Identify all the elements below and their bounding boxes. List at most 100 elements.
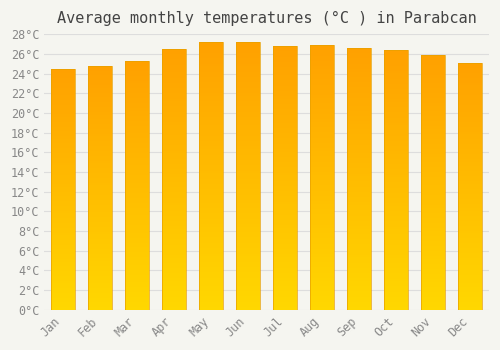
- Bar: [162, 104, 186, 106]
- Bar: [458, 260, 482, 263]
- Bar: [51, 196, 75, 199]
- Bar: [273, 64, 297, 67]
- Bar: [236, 176, 260, 178]
- Bar: [458, 196, 482, 198]
- Bar: [125, 210, 149, 213]
- Bar: [88, 241, 112, 244]
- Bar: [236, 120, 260, 122]
- Bar: [422, 124, 446, 126]
- Bar: [384, 172, 408, 175]
- Bar: [199, 216, 223, 219]
- Bar: [422, 93, 446, 96]
- Bar: [458, 139, 482, 142]
- Bar: [199, 79, 223, 82]
- Bar: [236, 248, 260, 251]
- Bar: [51, 119, 75, 122]
- Bar: [162, 172, 186, 174]
- Bar: [125, 96, 149, 98]
- Bar: [236, 128, 260, 131]
- Bar: [51, 88, 75, 90]
- Bar: [422, 264, 446, 266]
- Bar: [384, 292, 408, 294]
- Bar: [162, 177, 186, 179]
- Bar: [88, 193, 112, 195]
- Bar: [273, 107, 297, 109]
- Bar: [458, 68, 482, 70]
- Bar: [199, 200, 223, 203]
- Bar: [310, 151, 334, 154]
- Bar: [88, 92, 112, 95]
- Bar: [199, 227, 223, 230]
- Bar: [88, 183, 112, 185]
- Bar: [125, 83, 149, 86]
- Bar: [347, 98, 372, 100]
- Bar: [125, 250, 149, 252]
- Bar: [88, 129, 112, 132]
- Bar: [422, 162, 446, 164]
- Bar: [51, 177, 75, 180]
- Bar: [236, 90, 260, 93]
- Bar: [347, 239, 372, 242]
- Bar: [458, 107, 482, 110]
- Bar: [236, 296, 260, 299]
- Bar: [51, 223, 75, 225]
- Bar: [422, 119, 446, 121]
- Bar: [310, 88, 334, 90]
- Bar: [199, 248, 223, 251]
- Bar: [162, 299, 186, 302]
- Bar: [347, 252, 372, 255]
- Bar: [273, 246, 297, 249]
- Bar: [236, 181, 260, 184]
- Bar: [88, 222, 112, 224]
- Bar: [236, 251, 260, 253]
- Bar: [310, 167, 334, 169]
- Bar: [422, 210, 446, 213]
- Bar: [347, 58, 372, 61]
- Bar: [273, 175, 297, 178]
- Bar: [310, 212, 334, 215]
- Bar: [422, 68, 446, 70]
- Bar: [236, 173, 260, 176]
- Bar: [422, 73, 446, 75]
- Bar: [384, 234, 408, 237]
- Bar: [458, 167, 482, 169]
- Bar: [384, 201, 408, 203]
- Bar: [199, 117, 223, 120]
- Bar: [125, 305, 149, 307]
- Bar: [422, 108, 446, 111]
- Bar: [125, 88, 149, 91]
- Bar: [384, 245, 408, 247]
- Bar: [384, 131, 408, 133]
- Bar: [458, 112, 482, 115]
- Bar: [51, 278, 75, 281]
- Bar: [347, 262, 372, 265]
- Bar: [310, 143, 334, 146]
- Bar: [347, 168, 372, 171]
- Bar: [273, 188, 297, 191]
- Bar: [347, 158, 372, 161]
- Bar: [310, 267, 334, 270]
- Bar: [199, 264, 223, 267]
- Bar: [51, 295, 75, 298]
- Bar: [458, 251, 482, 253]
- Bar: [310, 198, 334, 201]
- Bar: [347, 304, 372, 307]
- Bar: [384, 76, 408, 78]
- Bar: [422, 203, 446, 205]
- Bar: [384, 289, 408, 292]
- Bar: [88, 266, 112, 268]
- Bar: [347, 79, 372, 82]
- Bar: [273, 239, 297, 241]
- Bar: [422, 226, 446, 228]
- Bar: [162, 226, 186, 229]
- Bar: [88, 76, 112, 78]
- Bar: [273, 244, 297, 246]
- Bar: [51, 163, 75, 165]
- Bar: [236, 88, 260, 90]
- Bar: [384, 281, 408, 284]
- Bar: [88, 295, 112, 298]
- Bar: [199, 82, 223, 85]
- Bar: [310, 93, 334, 95]
- Bar: [162, 117, 186, 119]
- Bar: [347, 145, 372, 147]
